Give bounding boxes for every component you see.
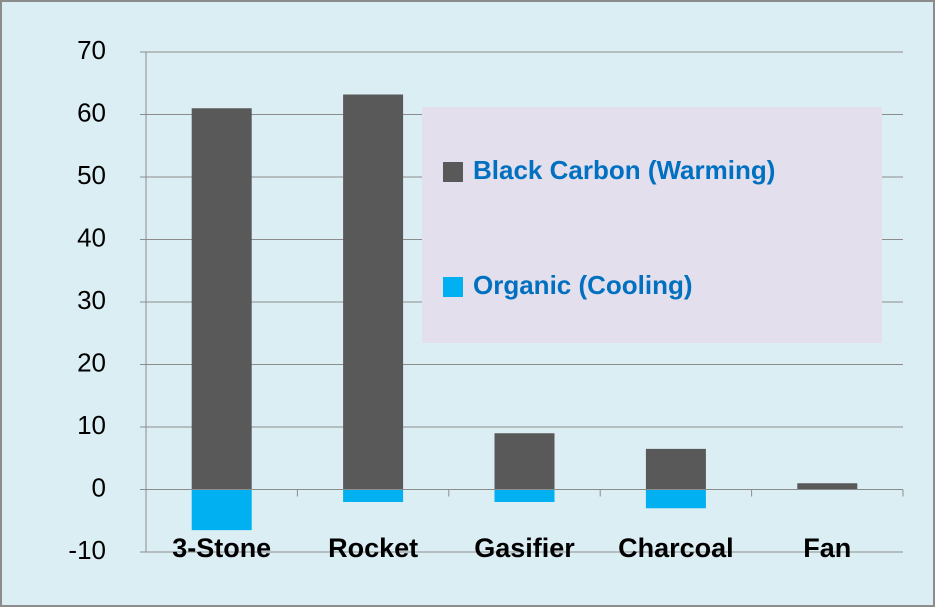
y-tick-label: 20 bbox=[77, 347, 106, 377]
y-tick-label: -10 bbox=[68, 535, 106, 565]
legend-label: Organic (Cooling) bbox=[473, 270, 693, 300]
x-tick-label: 3-Stone bbox=[172, 533, 271, 563]
legend-swatch bbox=[443, 277, 463, 297]
y-tick-label: 30 bbox=[77, 285, 106, 315]
legend-label: Black Carbon (Warming) bbox=[473, 155, 775, 185]
bar bbox=[797, 483, 858, 490]
y-tick-label: 10 bbox=[77, 410, 106, 440]
bar bbox=[494, 489, 555, 502]
y-tick-label: 60 bbox=[77, 97, 106, 127]
bar bbox=[645, 448, 706, 490]
y-tick-label: 40 bbox=[77, 222, 106, 252]
bar bbox=[191, 108, 252, 490]
legend-swatch bbox=[443, 162, 463, 182]
legend-box bbox=[422, 107, 882, 343]
y-tick-label: 50 bbox=[77, 160, 106, 190]
y-tick-label: 0 bbox=[92, 472, 106, 502]
x-tick-label: Fan bbox=[803, 533, 851, 563]
bar bbox=[343, 94, 404, 490]
x-tick-label: Charcoal bbox=[618, 533, 734, 563]
x-tick-label: Rocket bbox=[328, 533, 418, 563]
y-tick-label: 70 bbox=[77, 35, 106, 65]
bar bbox=[343, 489, 404, 502]
bar bbox=[645, 489, 706, 509]
x-tick-label: Gasifier bbox=[474, 533, 575, 563]
bar bbox=[191, 489, 252, 531]
bar bbox=[494, 433, 555, 490]
